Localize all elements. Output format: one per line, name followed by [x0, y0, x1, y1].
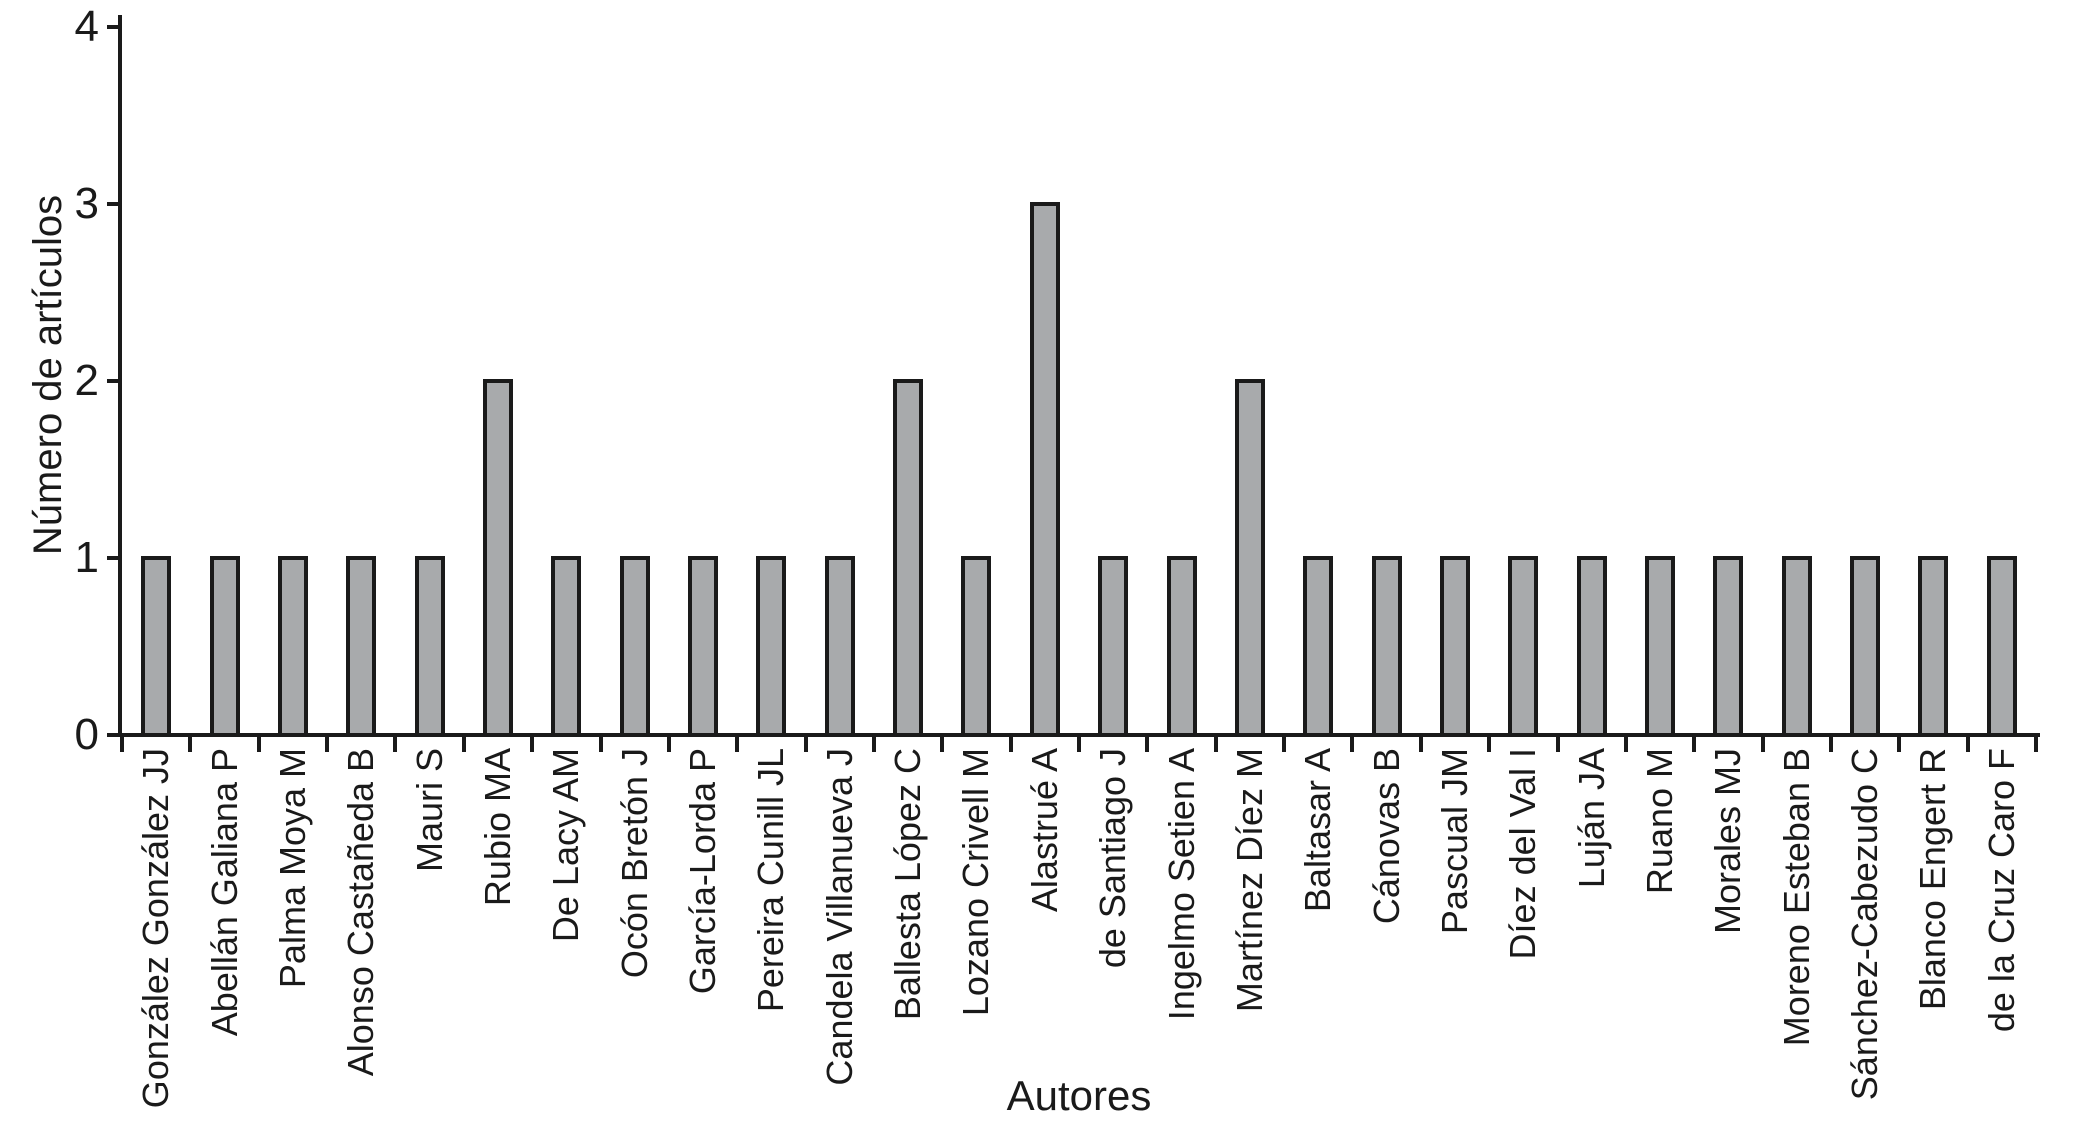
y-tick-label: 3: [74, 179, 99, 228]
x-axis-tick: [1145, 737, 1150, 752]
x-axis-line: [118, 733, 2040, 737]
x-tick-label: Pereira Cunill JL: [750, 748, 792, 1013]
x-axis-tick: [1623, 737, 1628, 752]
x-tick-label: Candela Villanueva J: [818, 748, 860, 1086]
x-tick-label: Ocón Bretón J: [613, 748, 655, 979]
x-axis-tick: [735, 737, 740, 752]
x-tick-label: Palma Moya M: [271, 748, 313, 989]
bar: [1166, 556, 1197, 733]
x-tick-label: de Santiago J: [1092, 748, 1134, 969]
x-tick-label: Mauri S: [408, 748, 450, 873]
x-axis-tick: [188, 737, 193, 752]
x-tick-label: Blanco Engert R: [1912, 748, 1954, 1011]
x-tick-label: Rubio MA: [476, 748, 518, 907]
x-axis-tick: [940, 737, 945, 752]
x-axis-title: Autores: [1006, 1072, 1152, 1119]
x-tick-label: González González JJ: [135, 748, 177, 1109]
bar: [482, 379, 513, 733]
bar: [1645, 556, 1676, 733]
x-axis-tick: [1828, 737, 1833, 752]
x-tick-label: Ballesta López C: [887, 748, 929, 1021]
bar: [141, 556, 172, 733]
y-axis-tick: [107, 733, 122, 737]
x-axis-tick: [256, 737, 261, 752]
x-axis-tick: [325, 737, 330, 752]
x-tick-label: Moreno Esteban B: [1775, 748, 1817, 1047]
y-axis-tick: [107, 556, 122, 560]
x-tick-label: García-Lorda P: [682, 748, 724, 995]
x-tick-label: Ingelmo Setien A: [1160, 748, 1202, 1021]
bar: [209, 556, 240, 733]
bar: [756, 556, 787, 733]
bar: [1098, 556, 1129, 733]
bar: [1918, 556, 1949, 733]
x-axis-tick: [393, 737, 398, 752]
x-tick-label: Alastrué A: [1023, 748, 1065, 913]
x-axis-tick: [1897, 737, 1902, 752]
x-tick-label: Abellán Galiana P: [203, 748, 245, 1037]
bar: [1303, 556, 1334, 733]
bar: [688, 556, 719, 733]
x-axis-tick: [1418, 737, 1423, 752]
x-axis-tick: [1965, 737, 1970, 752]
x-axis-tick: [1282, 737, 1287, 752]
y-tick-label: 1: [74, 533, 99, 582]
x-axis-tick: [1692, 737, 1697, 752]
x-axis-tick: [666, 737, 671, 752]
x-tick-label: Díez del Val I: [1502, 748, 1544, 960]
bar: [961, 556, 992, 733]
x-tick-label: Ruano M: [1639, 748, 1681, 895]
x-axis-tick: [1555, 737, 1560, 752]
x-tick-label: De Lacy AM: [545, 748, 587, 943]
x-tick-label: Lozano Crivell M: [955, 748, 997, 1017]
x-axis-tick: [1213, 737, 1218, 752]
x-tick-label: Cánovas B: [1365, 748, 1407, 925]
bar: [1508, 556, 1539, 733]
x-axis-tick: [1760, 737, 1765, 752]
x-tick-label: Baltasar A: [1297, 748, 1339, 913]
x-axis-tick: [1008, 737, 1013, 752]
x-axis-tick: [1487, 737, 1492, 752]
y-tick-label: 4: [74, 2, 99, 51]
bar: [1850, 556, 1881, 733]
y-axis-tick: [107, 202, 122, 206]
x-tick-label: Luján JA: [1570, 748, 1612, 889]
bar: [551, 556, 582, 733]
x-axis-tick: [871, 737, 876, 752]
x-axis-tick: [120, 737, 124, 752]
x-axis-tick: [461, 737, 466, 752]
y-axis-tick: [107, 379, 122, 383]
bar: [1234, 379, 1265, 733]
x-tick-label: Pascual JM: [1433, 748, 1475, 935]
x-tick-label: Morales MJ: [1707, 748, 1749, 935]
x-tick-label: de la Cruz Caro F: [1980, 748, 2022, 1033]
y-axis-tick: [107, 25, 122, 29]
y-axis-line: [118, 15, 122, 737]
x-axis-tick: [1350, 737, 1355, 752]
bar: [824, 556, 855, 733]
x-tick-label: Alonso Castañeda B: [340, 748, 382, 1077]
bar: [893, 379, 924, 733]
x-axis-tick: [530, 737, 535, 752]
x-tick-label: Sánchez-Cabezudo C: [1844, 748, 1886, 1101]
bar: [1713, 556, 1744, 733]
y-tick-label: 2: [74, 356, 99, 405]
x-axis-tick: [598, 737, 603, 752]
x-axis-tick: [803, 737, 808, 752]
bar: [1439, 556, 1470, 733]
bar: [1781, 556, 1812, 733]
bar: [1986, 556, 2017, 733]
bar: [619, 556, 650, 733]
bar: [277, 556, 308, 733]
bar: [346, 556, 377, 733]
bar: [414, 556, 445, 733]
bar: [1576, 556, 1607, 733]
bar: [1371, 556, 1402, 733]
x-tick-label: Martínez Díez M: [1228, 748, 1270, 1013]
y-tick-label: 0: [74, 710, 99, 759]
x-axis-tick: [2034, 737, 2038, 752]
x-axis-tick: [1077, 737, 1081, 752]
bar: [1029, 202, 1060, 733]
